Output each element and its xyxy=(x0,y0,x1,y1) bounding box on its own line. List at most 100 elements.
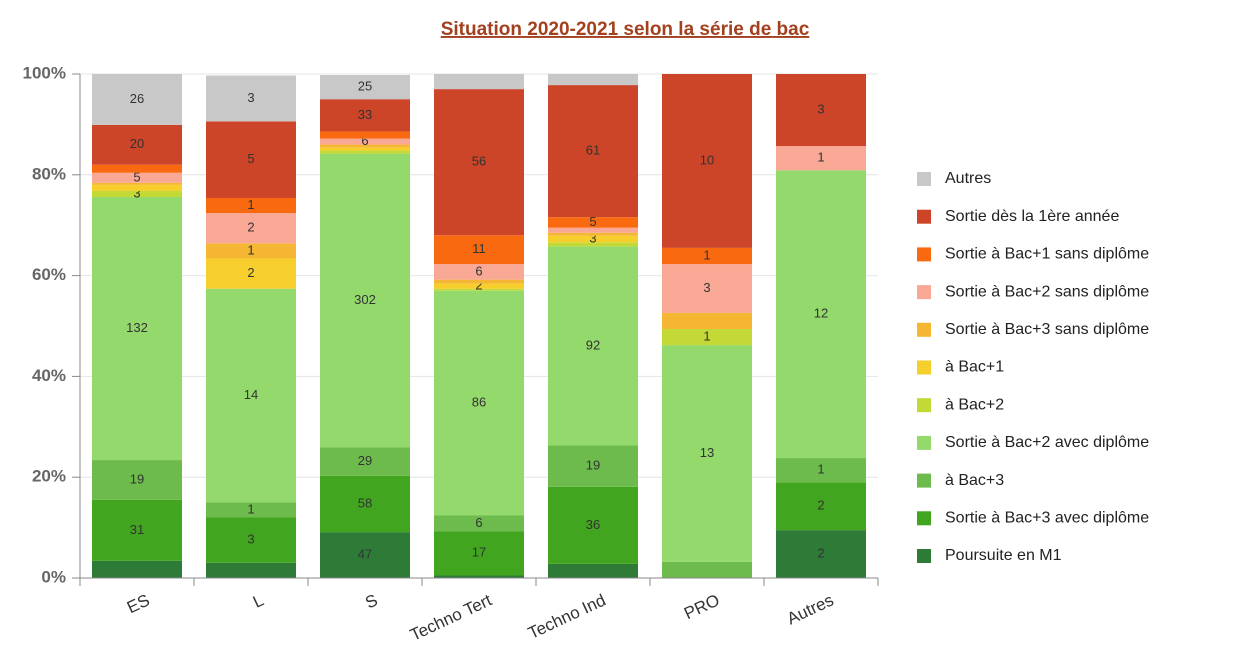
bar-segment xyxy=(548,486,638,564)
bar-segment xyxy=(92,196,182,461)
data-label: 3 xyxy=(589,230,596,245)
x-tick-label: S xyxy=(362,590,380,612)
bar-segment xyxy=(662,329,752,346)
bar-segment xyxy=(92,124,182,165)
y-tick-label: 100% xyxy=(23,63,66,82)
data-label: 47 xyxy=(358,547,372,562)
data-label: 58 xyxy=(358,495,372,510)
bar-segment xyxy=(434,575,524,578)
legend-label: Autres xyxy=(945,170,991,187)
legend-label: Sortie dès la 1ère année xyxy=(945,208,1119,225)
bar-segment xyxy=(320,532,410,578)
x-tick-label: PRO xyxy=(681,590,722,623)
bar-segment xyxy=(320,144,410,148)
y-tick-label: 0% xyxy=(41,567,66,586)
legend-swatch xyxy=(917,322,931,337)
bar-segment xyxy=(548,74,638,86)
data-label: 5 xyxy=(247,151,254,166)
bar-segment xyxy=(434,288,524,291)
bar-segment xyxy=(776,74,866,147)
bar-segment xyxy=(206,213,296,244)
bar-segment xyxy=(776,530,866,578)
bar-segment xyxy=(548,445,638,487)
data-label: 3 xyxy=(247,532,254,547)
bar-segment xyxy=(434,283,524,289)
bar-segment xyxy=(92,184,182,191)
bar-segment xyxy=(320,150,410,154)
data-label: 61 xyxy=(586,143,600,158)
legend-swatch xyxy=(917,473,931,488)
bar-segment xyxy=(662,264,752,313)
data-label: 5 xyxy=(133,169,140,184)
data-label: 33 xyxy=(358,107,372,122)
bar-segment xyxy=(776,146,866,171)
legend-swatch xyxy=(917,172,931,186)
legend-swatch xyxy=(917,511,931,526)
legend-swatch xyxy=(917,285,931,300)
bar-segment xyxy=(206,197,296,214)
x-tick-label: L xyxy=(250,590,267,611)
bar-segment xyxy=(548,242,638,247)
data-label: 13 xyxy=(700,445,714,460)
bar-segment xyxy=(92,560,182,578)
bar-segment xyxy=(92,164,182,173)
data-label: 1 xyxy=(247,242,254,257)
legend-label: Sortie à Bac+2 avec diplôme xyxy=(945,434,1149,451)
legend-label: Sortie à Bac+2 sans diplôme xyxy=(945,283,1149,300)
data-label: 132 xyxy=(126,320,148,335)
bar-segment xyxy=(434,74,524,90)
bar-segment xyxy=(548,563,638,578)
y-tick-label: 20% xyxy=(32,467,66,486)
bar-segment xyxy=(92,182,182,185)
legend-swatch xyxy=(917,435,931,450)
x-tick-label: Techno Tert xyxy=(407,590,495,644)
legend-label: Sortie à Bac+1 sans diplôme xyxy=(945,246,1149,263)
bar-segment xyxy=(434,264,524,280)
data-label: 86 xyxy=(472,395,486,410)
bar-segment xyxy=(434,235,524,265)
bar-segment xyxy=(320,138,410,145)
bar-segment xyxy=(92,172,182,183)
bar-segment xyxy=(320,147,410,151)
legend-label: à Bac+2 xyxy=(945,396,1004,413)
bar-segment xyxy=(320,153,410,448)
data-label: 12 xyxy=(814,306,828,321)
data-label: 1 xyxy=(247,197,254,212)
bar-segment xyxy=(320,75,410,100)
x-tick-label: ES xyxy=(124,590,153,617)
legend-label: Sortie à Bac+3 sans diplôme xyxy=(945,321,1149,338)
data-label: 14 xyxy=(244,387,258,402)
legend-label: Sortie à Bac+3 avec diplôme xyxy=(945,510,1149,527)
data-label: 2 xyxy=(817,498,824,513)
bar-segment xyxy=(206,288,296,503)
data-label: 19 xyxy=(586,458,600,473)
data-label: 1 xyxy=(703,329,710,344)
data-label: 26 xyxy=(130,91,144,106)
bar-segment xyxy=(662,247,752,265)
bar-segment xyxy=(776,482,866,531)
bar-segment xyxy=(776,170,866,459)
bar-segment xyxy=(776,458,866,483)
bar-segment xyxy=(206,258,296,289)
bar-segment xyxy=(548,246,638,446)
legend-swatch xyxy=(917,360,931,375)
bar-segment xyxy=(206,502,296,518)
data-label: 3 xyxy=(247,90,254,105)
y-tick-label: 80% xyxy=(32,164,66,183)
chart-title: Situation 2020-2021 selon la série de ba… xyxy=(441,19,810,40)
data-label: 3 xyxy=(703,280,710,295)
bar-segment xyxy=(548,85,638,218)
bar-segment xyxy=(434,89,524,236)
x-tick-label: Techno Ind xyxy=(525,590,608,642)
bar-segment xyxy=(320,447,410,476)
legend-swatch xyxy=(917,398,931,413)
data-label: 2 xyxy=(475,278,482,293)
bar-segment xyxy=(548,217,638,228)
bar-segment xyxy=(662,561,752,578)
x-tick-label: Autres xyxy=(784,590,837,628)
bar-segment xyxy=(548,232,638,236)
bar-segment xyxy=(92,74,182,125)
data-label: 29 xyxy=(358,453,372,468)
bar-segment xyxy=(320,131,410,139)
